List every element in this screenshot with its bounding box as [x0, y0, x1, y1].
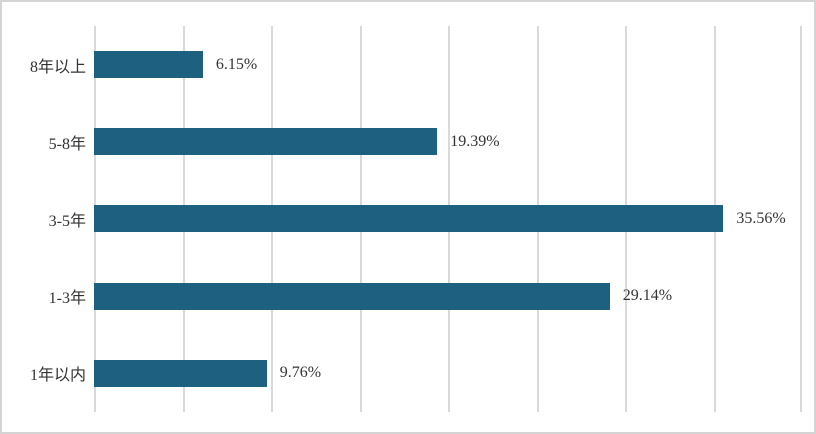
bar: [94, 51, 203, 79]
bar: [94, 205, 724, 233]
value-label: 9.76%: [279, 364, 322, 382]
category-label: 1年以内: [29, 367, 86, 385]
bar-row: 6.15%: [94, 26, 802, 103]
bar: [94, 128, 438, 156]
value-label: 6.15%: [215, 55, 258, 73]
category-label: 5-8年: [48, 135, 86, 153]
bar-row: 9.76%: [94, 335, 802, 412]
bar-row: 19.39%: [94, 103, 802, 180]
bar-row: 29.14%: [94, 258, 802, 335]
category-axis: 8年以上 5-8年 3-5年 1-3年 1年以内: [2, 26, 86, 412]
plot-area: 6.15% 19.39% 35.56% 29.14% 9.76%: [94, 26, 802, 412]
bar: [94, 282, 610, 310]
bar: [94, 359, 267, 387]
value-label: 19.39%: [450, 132, 500, 150]
value-label: 35.56%: [736, 209, 786, 227]
bar-row: 35.56%: [94, 180, 802, 257]
bar-chart: 8年以上 5-8年 3-5年 1-3年 1年以内 6.15% 19.39% 35.56% 29…: [2, 26, 814, 412]
value-label: 29.14%: [622, 287, 673, 305]
category-label: 3-5年: [48, 212, 86, 230]
gridline: [800, 26, 802, 412]
category-label: 8年以上: [29, 58, 86, 76]
category-label: 1-3年: [48, 290, 86, 308]
